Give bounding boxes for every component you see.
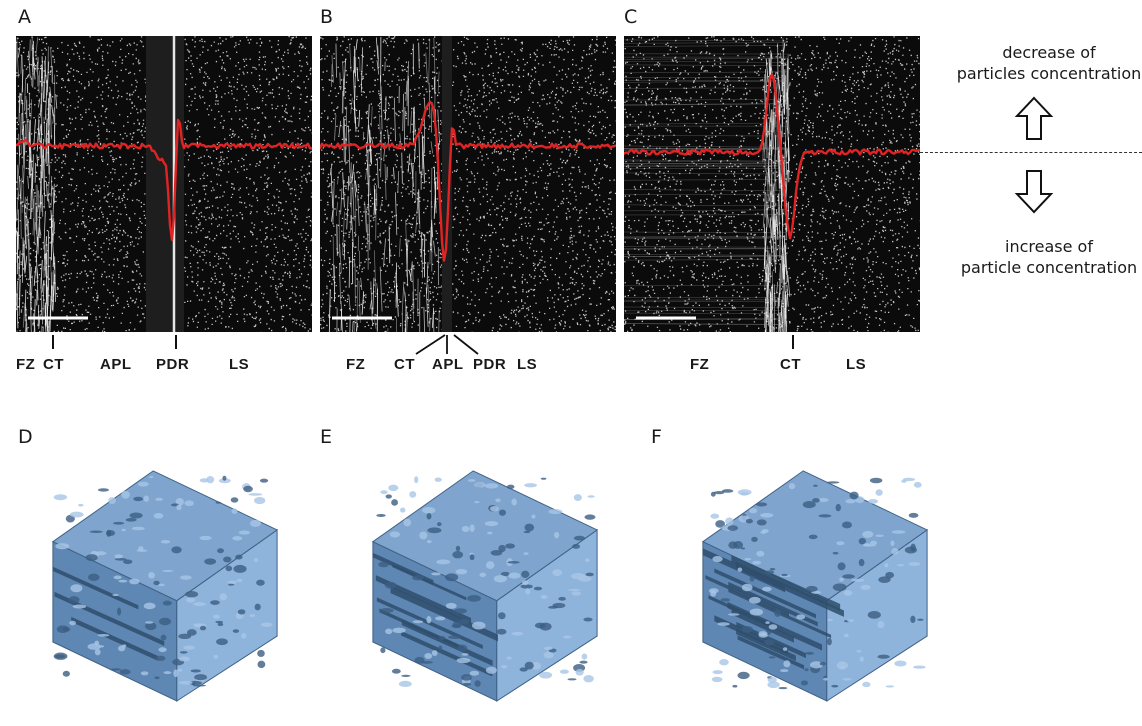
micB-image xyxy=(320,36,616,332)
micrograph-b xyxy=(320,36,616,332)
legend-decrease-line1: decrease of xyxy=(1002,43,1096,62)
tick-c-ct xyxy=(792,335,794,349)
label-c-ct: CT xyxy=(780,356,801,373)
micC-image xyxy=(624,36,920,332)
label-c-fz: FZ xyxy=(690,356,710,373)
leader-lines-b xyxy=(415,334,479,355)
cube-f xyxy=(701,470,929,702)
cube-e xyxy=(371,470,599,702)
micA-image xyxy=(16,36,312,332)
panel-letter-a: A xyxy=(18,6,31,28)
micA-profile xyxy=(16,118,312,242)
label-b-pdr: PDR xyxy=(473,356,507,373)
down-arrow-icon xyxy=(1014,170,1054,214)
legend-increase-line1: increase of xyxy=(1005,237,1093,256)
micrograph-c xyxy=(624,36,920,332)
tick-a-pdr xyxy=(175,335,177,349)
cubeE-face-top xyxy=(371,470,599,602)
panel-letter-f: F xyxy=(651,426,662,448)
label-a-ls: LS xyxy=(229,356,250,373)
legend-decrease: decrease of particles concentration xyxy=(956,42,1142,84)
label-b-ls: LS xyxy=(517,356,538,373)
panel-letter-d: D xyxy=(18,426,33,448)
legend-increase-line2: particle concentration xyxy=(960,258,1138,277)
label-b-ct: CT xyxy=(394,356,415,373)
legend-increase: increase of particle concentration xyxy=(956,236,1142,278)
label-b-apl: APL xyxy=(432,356,464,373)
panel-letter-b: B xyxy=(320,6,334,28)
micrograph-a xyxy=(16,36,312,332)
cube-d xyxy=(51,470,279,702)
label-a-fz: FZ xyxy=(16,356,36,373)
label-a-pdr: PDR xyxy=(156,356,190,373)
label-c-ls: LS xyxy=(846,356,867,373)
zero-baseline xyxy=(920,152,1142,153)
up-arrow-icon xyxy=(1014,96,1054,140)
tick-a-ct xyxy=(52,335,54,349)
panel-letter-c: C xyxy=(624,6,638,28)
legend-decrease-line2: particles concentration xyxy=(956,64,1142,83)
micC-profile xyxy=(624,73,920,240)
label-a-apl: APL xyxy=(100,356,132,373)
micB-profile xyxy=(320,100,616,262)
label-b-fz: FZ xyxy=(346,356,366,373)
panel-letter-e: E xyxy=(320,426,333,448)
label-a-ct: CT xyxy=(43,356,64,373)
